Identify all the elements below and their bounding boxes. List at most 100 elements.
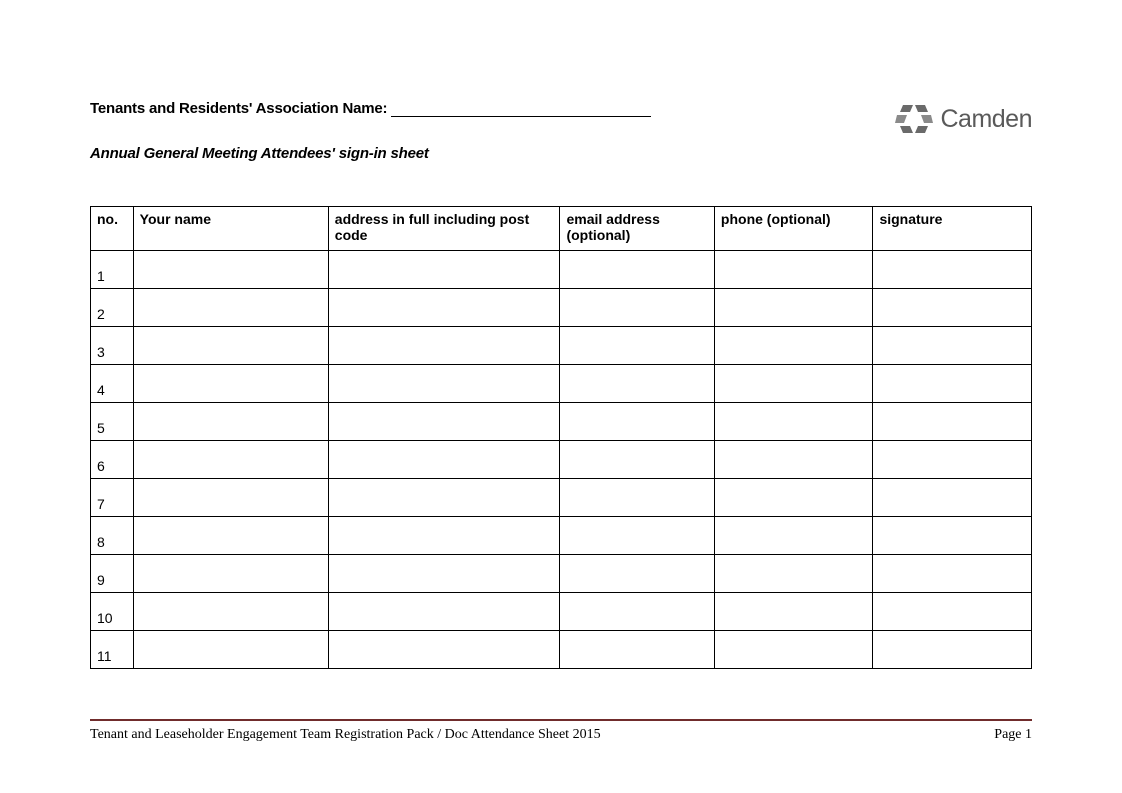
row-number: 11 — [91, 631, 134, 669]
cell-phone — [714, 403, 873, 441]
cell-name — [133, 403, 328, 441]
table-header-row: no. Your name address in full including … — [91, 207, 1032, 251]
cell-name — [133, 289, 328, 327]
row-number: 5 — [91, 403, 134, 441]
cell-signature — [873, 517, 1032, 555]
cell-address — [328, 593, 560, 631]
cell-email — [560, 403, 714, 441]
cell-name — [133, 251, 328, 289]
cell-signature — [873, 251, 1032, 289]
cell-address — [328, 327, 560, 365]
cell-email — [560, 365, 714, 403]
cell-address — [328, 555, 560, 593]
header-row: Tenants and Residents' Association Name:… — [90, 100, 1032, 162]
row-number: 9 — [91, 555, 134, 593]
cell-name — [133, 365, 328, 403]
cell-email — [560, 479, 714, 517]
cell-email — [560, 327, 714, 365]
table-row: 1 — [91, 251, 1032, 289]
cell-phone — [714, 631, 873, 669]
camden-logo-text: Camden — [941, 105, 1033, 134]
association-name-line: Tenants and Residents' Association Name: — [90, 100, 895, 117]
table-row: 5 — [91, 403, 1032, 441]
table-row: 2 — [91, 289, 1032, 327]
col-header-address: address in full including post code — [328, 207, 560, 251]
cell-phone — [714, 327, 873, 365]
cell-signature — [873, 593, 1032, 631]
table-row: 9 — [91, 555, 1032, 593]
cell-name — [133, 327, 328, 365]
cell-phone — [714, 517, 873, 555]
cell-email — [560, 593, 714, 631]
row-number: 4 — [91, 365, 134, 403]
cell-email — [560, 289, 714, 327]
cell-name — [133, 479, 328, 517]
cell-signature — [873, 403, 1032, 441]
cell-email — [560, 631, 714, 669]
page-footer: Tenant and Leaseholder Engagement Team R… — [90, 719, 1032, 743]
cell-phone — [714, 365, 873, 403]
document-page: Tenants and Residents' Association Name:… — [0, 0, 1122, 793]
cell-signature — [873, 289, 1032, 327]
camden-logo: Camden — [895, 102, 1033, 136]
cell-address — [328, 403, 560, 441]
row-number: 7 — [91, 479, 134, 517]
table-row: 11 — [91, 631, 1032, 669]
sign-in-table: no. Your name address in full including … — [90, 206, 1032, 669]
cell-signature — [873, 631, 1032, 669]
footer-left-text: Tenant and Leaseholder Engagement Team R… — [90, 727, 601, 743]
col-header-email: email address (optional) — [560, 207, 714, 251]
table-row: 7 — [91, 479, 1032, 517]
col-header-name: Your name — [133, 207, 328, 251]
table-row: 8 — [91, 517, 1032, 555]
cell-name — [133, 441, 328, 479]
cell-address — [328, 631, 560, 669]
row-number: 8 — [91, 517, 134, 555]
cell-name — [133, 555, 328, 593]
col-header-phone: phone (optional) — [714, 207, 873, 251]
table-row: 3 — [91, 327, 1032, 365]
table-body: 1 2 3 4 5 6 7 8 9 10 11 — [91, 251, 1032, 669]
cell-signature — [873, 365, 1032, 403]
cell-phone — [714, 441, 873, 479]
row-number: 6 — [91, 441, 134, 479]
cell-phone — [714, 555, 873, 593]
col-header-no: no. — [91, 207, 134, 251]
camden-logo-icon — [895, 102, 933, 136]
cell-signature — [873, 441, 1032, 479]
cell-email — [560, 555, 714, 593]
association-name-label: Tenants and Residents' Association Name: — [90, 100, 387, 117]
title-block: Tenants and Residents' Association Name:… — [90, 100, 895, 162]
row-number: 10 — [91, 593, 134, 631]
cell-address — [328, 289, 560, 327]
cell-phone — [714, 289, 873, 327]
table-row: 4 — [91, 365, 1032, 403]
document-subtitle: Annual General Meeting Attendees' sign-i… — [90, 145, 895, 162]
cell-phone — [714, 251, 873, 289]
footer-text-row: Tenant and Leaseholder Engagement Team R… — [90, 727, 1032, 743]
cell-address — [328, 251, 560, 289]
cell-phone — [714, 479, 873, 517]
association-name-blank — [391, 116, 651, 117]
table-row: 10 — [91, 593, 1032, 631]
cell-address — [328, 517, 560, 555]
cell-address — [328, 479, 560, 517]
cell-signature — [873, 555, 1032, 593]
footer-right-text: Page 1 — [994, 727, 1032, 743]
cell-email — [560, 441, 714, 479]
cell-address — [328, 441, 560, 479]
cell-email — [560, 251, 714, 289]
cell-name — [133, 517, 328, 555]
cell-name — [133, 631, 328, 669]
cell-address — [328, 365, 560, 403]
row-number: 2 — [91, 289, 134, 327]
cell-signature — [873, 479, 1032, 517]
row-number: 1 — [91, 251, 134, 289]
footer-rule — [90, 719, 1032, 721]
row-number: 3 — [91, 327, 134, 365]
col-header-signature: signature — [873, 207, 1032, 251]
table-row: 6 — [91, 441, 1032, 479]
cell-phone — [714, 593, 873, 631]
cell-email — [560, 517, 714, 555]
cell-signature — [873, 327, 1032, 365]
